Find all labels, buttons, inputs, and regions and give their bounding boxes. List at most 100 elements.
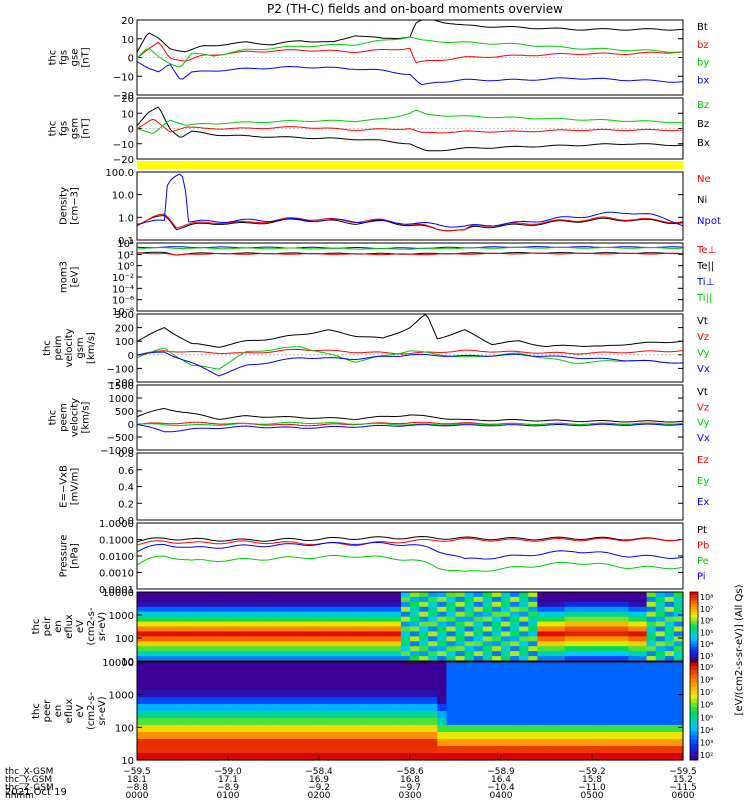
spectrogram-cell <box>419 611 429 618</box>
spectrogram-cell <box>173 725 184 733</box>
spectrogram-cell <box>182 596 193 603</box>
spectrogram-cell <box>419 718 429 726</box>
spectrogram-cell <box>573 611 584 618</box>
ephemeris-value: 16.4 <box>491 775 511 785</box>
spectrogram-cell <box>410 725 420 733</box>
spectrogram-cell <box>346 725 356 733</box>
spectrogram-cell <box>482 662 493 670</box>
spectrogram-cell <box>373 651 384 657</box>
spectrogram-cell <box>218 732 229 740</box>
spectrogram-cell <box>164 725 174 733</box>
spectrogram-cell <box>337 739 347 747</box>
spectrogram-cell <box>437 676 447 684</box>
spectrogram-cell <box>364 676 375 684</box>
spectrogram-cell <box>191 711 202 719</box>
spectrogram-cell <box>564 616 575 623</box>
spectrogram-cell <box>619 616 629 623</box>
spectrogram-cell <box>619 711 629 719</box>
spectrogram-cell <box>528 611 538 618</box>
spectrogram-cell <box>655 616 666 623</box>
spectrogram-cell <box>473 739 484 747</box>
spectrogram-cell <box>455 626 466 633</box>
spectrogram-cell <box>455 725 466 733</box>
spectrogram-cell <box>628 656 639 662</box>
spectrogram-cell <box>382 690 393 698</box>
spectrogram-cell <box>664 601 675 608</box>
ephemeris-value: −10.4 <box>487 783 515 793</box>
spectrogram-cell <box>237 616 247 623</box>
spectrogram-cell <box>428 592 438 598</box>
series-ion-velocity-Vx <box>136 351 684 377</box>
spectrogram-cell <box>464 596 475 603</box>
spectrogram-cell <box>291 739 302 747</box>
spectrogram-cell <box>592 636 602 642</box>
spectrogram-cell <box>519 651 529 657</box>
colorbar-segment <box>690 617 698 622</box>
spectrogram-cell <box>218 725 229 733</box>
spectrogram-cell <box>137 631 147 637</box>
spectrogram-cell <box>319 606 329 613</box>
spectrogram-cell <box>282 746 293 754</box>
y-axis-label: thc <box>48 121 59 137</box>
spectrogram-cell <box>182 656 193 662</box>
spectrogram-cell <box>428 626 438 633</box>
spectrogram-cell <box>137 651 147 657</box>
spectrogram-cell <box>437 646 447 652</box>
spectrogram-cell <box>237 596 247 603</box>
spectrogram-cell <box>328 611 338 618</box>
spectrogram-cell <box>228 676 238 684</box>
spectrogram-cell <box>382 616 393 623</box>
spectrogram-cell <box>510 683 520 691</box>
spectrogram-cell <box>464 616 475 623</box>
spectrogram-cell <box>391 739 402 747</box>
spectrogram-cell <box>237 662 247 670</box>
spectrogram-cell <box>364 697 375 705</box>
spectrogram-cell <box>146 646 156 652</box>
spectrogram-cell <box>391 725 402 733</box>
spectrogram-cell <box>200 606 211 613</box>
spectrogram-cell <box>337 596 347 603</box>
spectrogram-cell <box>628 711 639 719</box>
spectrogram-cell <box>664 690 675 698</box>
y-axis-label: thc <box>48 50 59 66</box>
spectrogram-cell <box>464 662 475 670</box>
spectrogram-cell <box>273 641 284 647</box>
colorbar-segment <box>690 640 698 645</box>
spectrogram-cell <box>255 725 265 733</box>
spectrogram-cell <box>455 606 466 613</box>
spectrogram-cell <box>491 683 502 691</box>
spectrogram-cell <box>282 711 293 719</box>
spectrogram-cell <box>400 631 411 637</box>
spectrogram-cell <box>473 746 484 754</box>
spectrogram-cell <box>673 683 684 691</box>
spectrogram-cell <box>619 704 629 712</box>
spectrogram-cell <box>400 601 411 608</box>
spectrogram-cell <box>582 596 593 603</box>
spectrogram-cell <box>400 606 411 613</box>
spectrogram-cell <box>218 753 229 761</box>
series-fgs-gse-Bt <box>136 19 684 53</box>
series-electron-velocity-Vx <box>136 423 684 433</box>
spectrogram-cell <box>410 651 420 657</box>
spectrogram-cell <box>637 656 648 662</box>
y-axis-label: [mV/m] <box>70 468 81 506</box>
spectrogram-cell <box>319 746 329 754</box>
spectrogram-cell <box>255 646 265 652</box>
spectrogram-cell <box>519 636 529 642</box>
spectrogram-cell <box>573 676 584 684</box>
legend-entry: Vx <box>697 433 710 444</box>
spectrogram-cell <box>400 718 411 726</box>
spectrogram-cell <box>428 616 438 623</box>
spectrogram-cell <box>255 601 265 608</box>
spectrogram-cell <box>137 596 147 603</box>
spectrogram-cell <box>573 690 584 698</box>
spectrogram-cell <box>282 621 293 628</box>
colorbar-segment <box>690 652 698 656</box>
spectrogram-cell <box>428 596 438 603</box>
spectrogram-cell <box>482 697 493 705</box>
spectrogram-cell <box>637 611 648 618</box>
spectrogram-cell <box>519 676 529 684</box>
spectrogram-cell <box>555 662 566 670</box>
spectrogram-cell <box>173 739 184 747</box>
